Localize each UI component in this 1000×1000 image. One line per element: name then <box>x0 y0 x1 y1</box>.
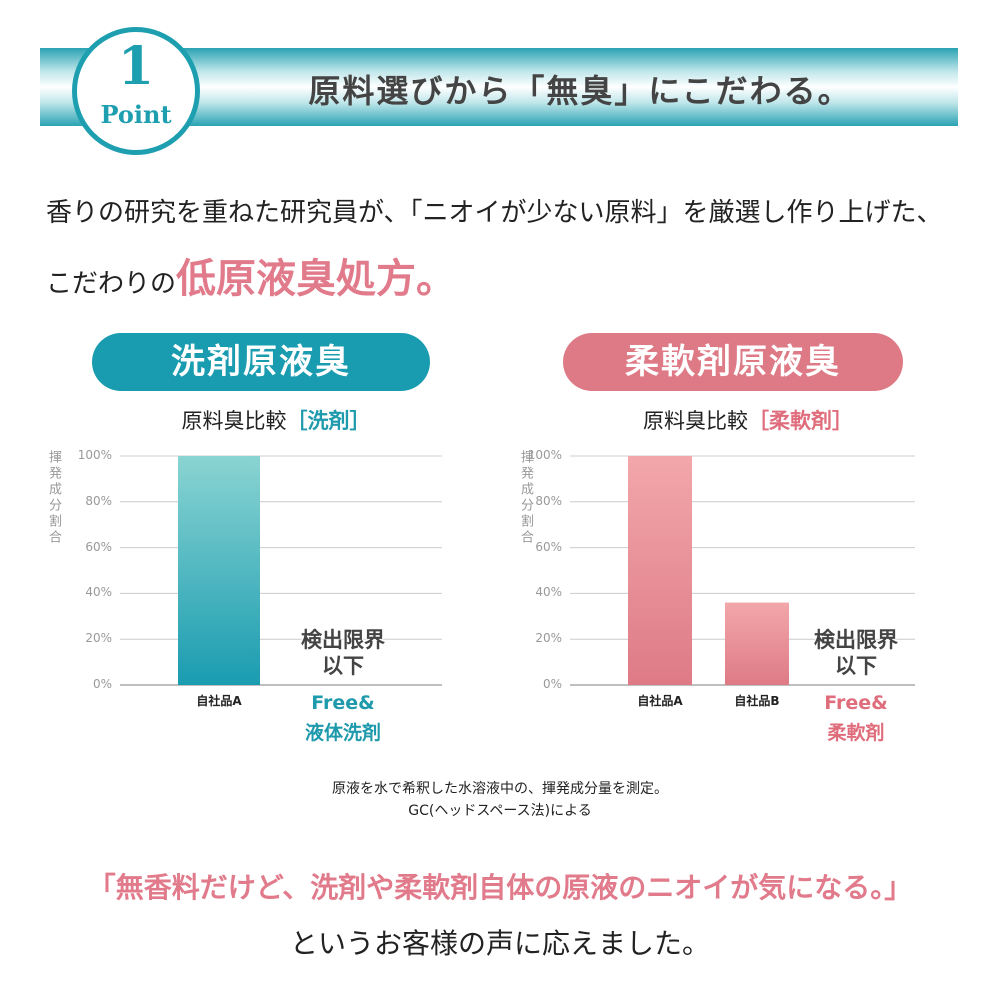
footer-reply: というお客様の声に応えました。 <box>289 927 710 960</box>
note: 原液を水で希釈した水溶液中の、揮発成分量を測定。 <box>332 781 668 797</box>
y-tick-label: 100% <box>527 448 562 462</box>
y-axis-label: 揮発成分割合 <box>46 450 61 546</box>
point-label: Point <box>100 100 172 129</box>
chart-title: 原料臭比較［柔軟剤］ <box>598 405 898 435</box>
annotation: 検出限界 以下 <box>301 628 385 678</box>
bar <box>725 602 789 685</box>
x-tick-label: 自社品B <box>734 694 780 708</box>
intro-line: 香りの研究を重ねた研究員が、「ニオイが少ない原料」を厳選し作り上げた、 <box>46 198 943 228</box>
y-tick-label: 80% <box>535 493 562 508</box>
y-tick-label: 20% <box>535 631 562 646</box>
y-tick-label: 0% <box>92 677 112 691</box>
y-tick-label: 100% <box>77 448 112 462</box>
y-axis-label: 揮発成分割合 <box>518 450 533 546</box>
intro-line: こだわりの低原液臭処方。 <box>46 246 456 304</box>
bar <box>178 456 260 685</box>
point-number: 1 <box>117 36 155 97</box>
y-tick-label: 40% <box>85 585 112 600</box>
chart-title: 原料臭比較［洗剤］ <box>126 405 426 435</box>
y-tick-label: 80% <box>85 493 112 508</box>
y-tick-label: 0% <box>542 677 562 691</box>
chart-badge: 洗剤原液臭 <box>92 333 430 391</box>
x-tick-label: 自社品A <box>637 694 683 708</box>
footer-quote: 「無香料だけど、洗剤や柔軟剤自体の原液のニオイが気になる。」 <box>87 871 913 904</box>
intro-prefix: こだわりの <box>46 269 177 299</box>
y-tick-label: 20% <box>85 631 112 646</box>
y-tick-label: 60% <box>85 539 112 554</box>
annotation: 検出限界 以下 <box>814 628 898 678</box>
chart-title-text: 原料臭比較 <box>643 409 748 433</box>
chart-title-tag: ［柔軟剤］ <box>748 409 853 433</box>
intro-emphasis: 低原液臭処方。 <box>176 256 457 302</box>
x-tick-label: Free& 柔軟剤 <box>824 692 888 744</box>
chart-title-text: 原料臭比較 <box>181 409 287 433</box>
x-tick-label: 自社品A <box>196 694 242 708</box>
chart-badge: 柔軟剤原液臭 <box>563 333 903 391</box>
x-tick-label: Free& 液体洗剤 <box>304 692 381 744</box>
point-circle <box>72 27 200 155</box>
chart-title-tag: ［洗剤］ <box>286 409 371 433</box>
y-tick-label: 40% <box>535 585 562 600</box>
bar <box>628 456 692 685</box>
header-title: 原料選びから「無臭」にこだわる。 <box>308 72 852 110</box>
y-tick-label: 60% <box>535 539 562 554</box>
note: GC(ヘッドスペース法)による <box>408 803 592 819</box>
